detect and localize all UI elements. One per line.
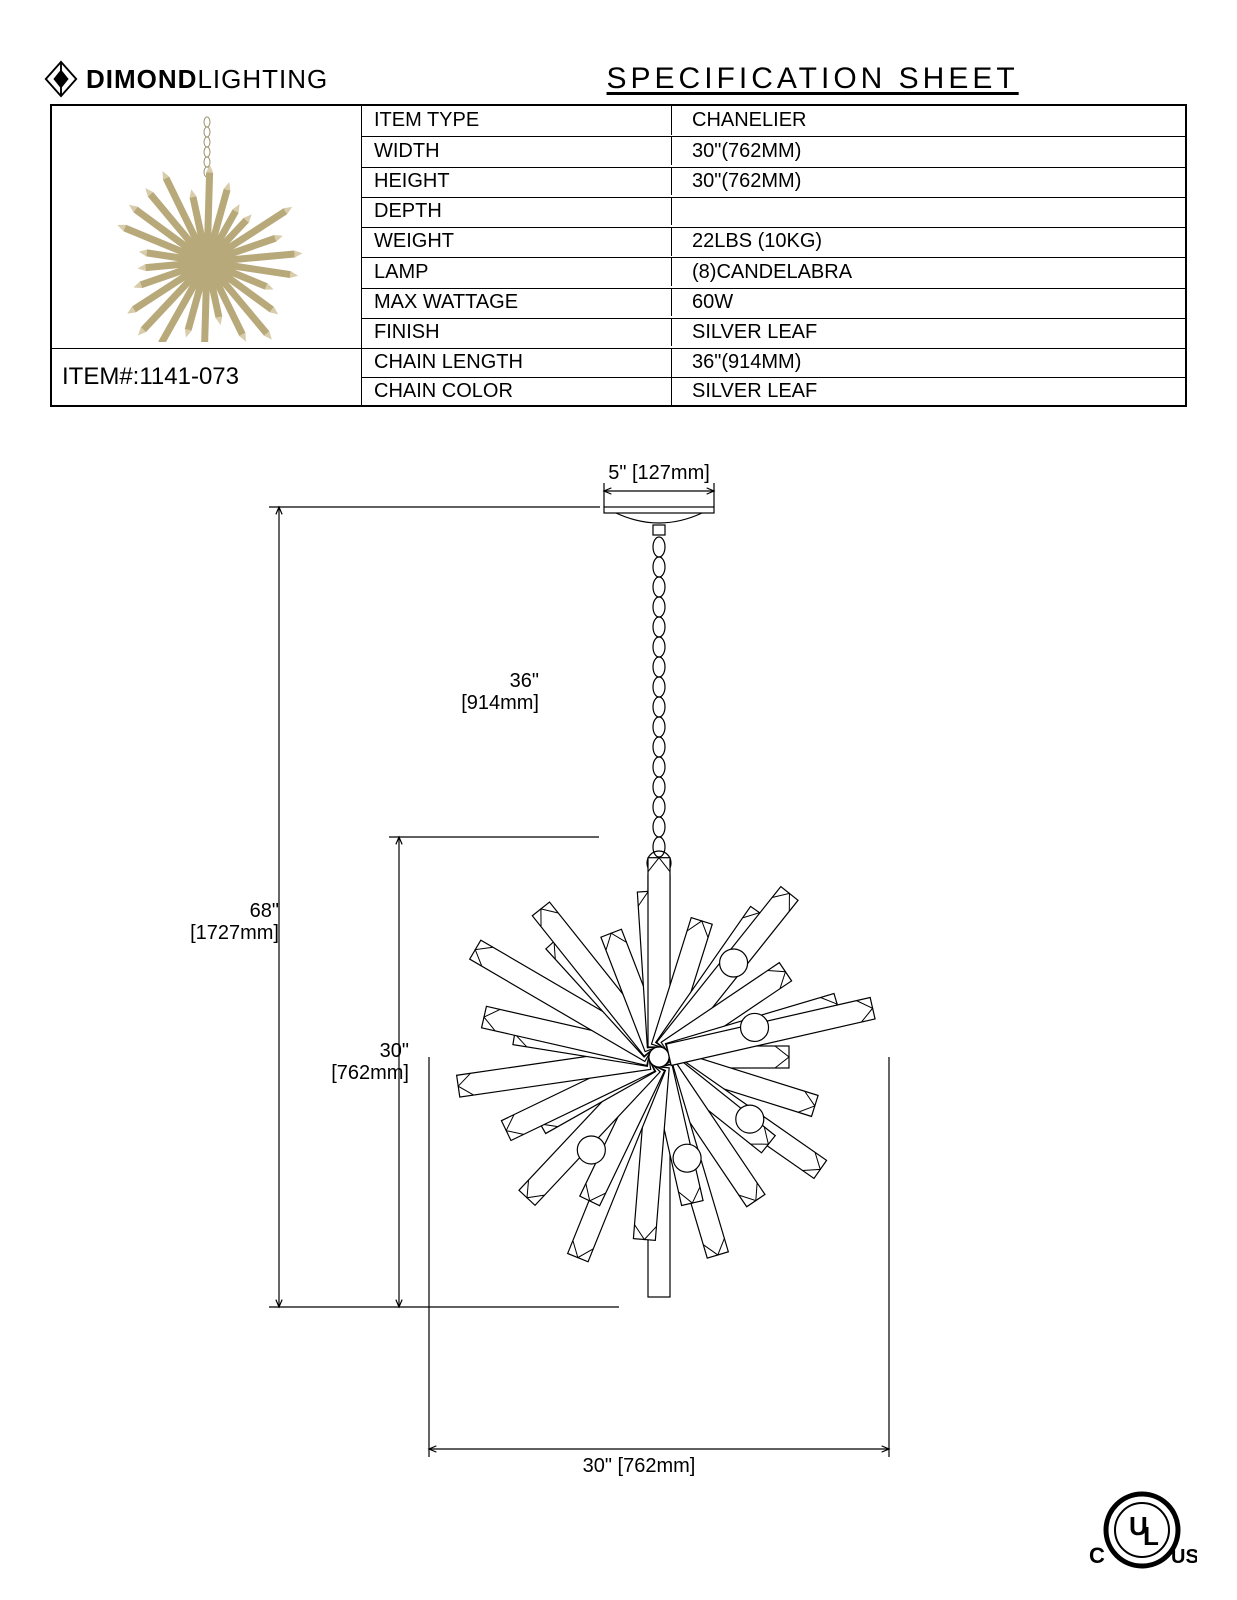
spec-value: (8)CANDELABRA — [672, 257, 1185, 286]
spec-label: CHAIN LENGTH — [362, 348, 672, 377]
svg-text:5" [127mm]: 5" [127mm] — [608, 462, 710, 484]
svg-text:[762mm]: [762mm] — [331, 1062, 409, 1084]
svg-text:30": 30" — [379, 1040, 408, 1062]
spec-label: HEIGHT — [362, 167, 672, 196]
svg-text:[914mm]: [914mm] — [461, 692, 539, 714]
item-number: ITEM#:1141-073 — [52, 348, 362, 405]
spec-value: 22LBS (10KG) — [672, 227, 1185, 256]
svg-text:30" [762mm]: 30" [762mm] — [582, 1455, 695, 1477]
svg-text:C: C — [1089, 1543, 1105, 1568]
page-title: SPECIFICATION SHEET — [497, 62, 1019, 95]
spec-value: 36"(914MM) — [672, 348, 1185, 377]
header: DIMONDLIGHTING SPECIFICATION SHEET — [50, 60, 1187, 98]
svg-text:36": 36" — [509, 670, 538, 692]
brand-logo: DIMONDLIGHTING — [42, 60, 328, 98]
item-number-label: ITEM#: — [62, 363, 139, 391]
svg-text:[1727mm]: [1727mm] — [190, 922, 279, 944]
svg-text:US: US — [1171, 1546, 1197, 1568]
ul-certification-badge: U L C US — [1087, 1485, 1197, 1580]
product-thumbnail — [77, 112, 337, 342]
spec-label: MAX WATTAGE — [362, 288, 672, 317]
spec-value: CHANELIER — [672, 106, 1185, 135]
spec-label: LAMP — [362, 257, 672, 286]
product-image-cell — [52, 106, 362, 348]
svg-text:68": 68" — [249, 900, 278, 922]
spec-label: DEPTH — [362, 197, 672, 226]
spec-value: 60W — [672, 288, 1185, 317]
svg-text:L: L — [1143, 1521, 1159, 1551]
spec-value — [672, 197, 1185, 226]
spec-value: SILVER LEAF — [672, 318, 1185, 347]
spec-value: 30"(762MM) — [672, 136, 1185, 165]
spec-table: ITEM#:1141-073 ITEM TYPECHANELIERWIDTH30… — [50, 104, 1187, 407]
spec-label: WEIGHT — [362, 227, 672, 256]
brand-bold: DIMOND — [86, 64, 197, 94]
spec-value: 30"(762MM) — [672, 167, 1185, 196]
brand-light: LIGHTING — [197, 64, 328, 94]
brand-text: DIMONDLIGHTING — [86, 64, 328, 95]
spec-label: CHAIN COLOR — [362, 377, 672, 406]
spec-label: ITEM TYPE — [362, 106, 672, 135]
spec-value: SILVER LEAF — [672, 377, 1185, 406]
technical-drawing: 5" [127mm] 36"[914mm] 68"[1727mm] 30"[762mm… — [119, 447, 1119, 1497]
spec-label: FINISH — [362, 318, 672, 347]
item-number-value: 1141-073 — [139, 363, 239, 391]
spec-label: WIDTH — [362, 136, 672, 165]
diamond-icon — [42, 60, 80, 98]
